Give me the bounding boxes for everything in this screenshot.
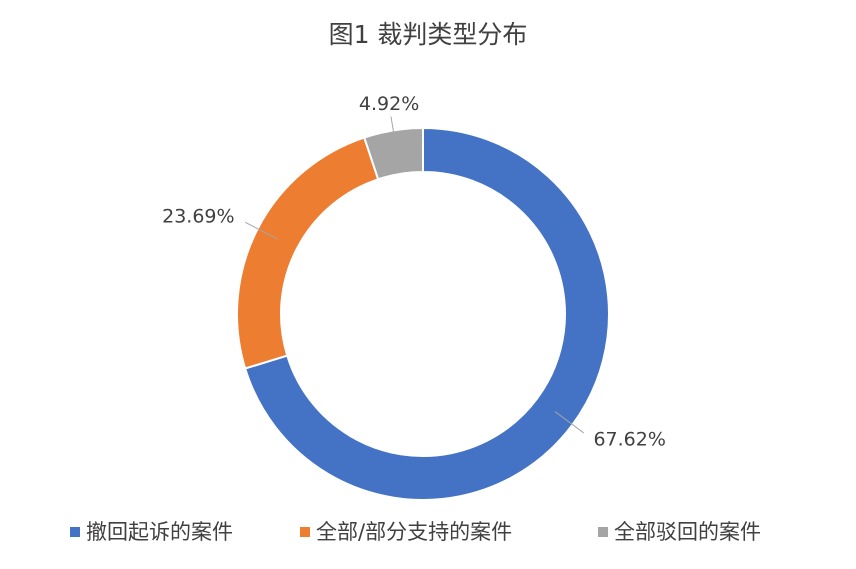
- legend-swatch: [70, 527, 80, 537]
- donut-segment: [243, 126, 610, 501]
- legend-label: 撤回起诉的案件: [86, 520, 233, 544]
- leader-line: [554, 411, 585, 434]
- leader-line: [245, 221, 278, 240]
- data-label: 23.69%: [162, 205, 234, 227]
- chart-title: 图1 裁判类型分布: [329, 20, 528, 49]
- data-label: 67.62%: [593, 429, 665, 451]
- data-label: 4.92%: [359, 93, 419, 115]
- legend-swatch: [300, 527, 310, 537]
- legend-label: 全部/部分支持的案件: [316, 520, 512, 544]
- donut-segment: [363, 126, 424, 181]
- legend-label: 全部驳回的案件: [614, 520, 761, 544]
- leader-line: [390, 116, 398, 153]
- legend-swatch: [598, 527, 608, 537]
